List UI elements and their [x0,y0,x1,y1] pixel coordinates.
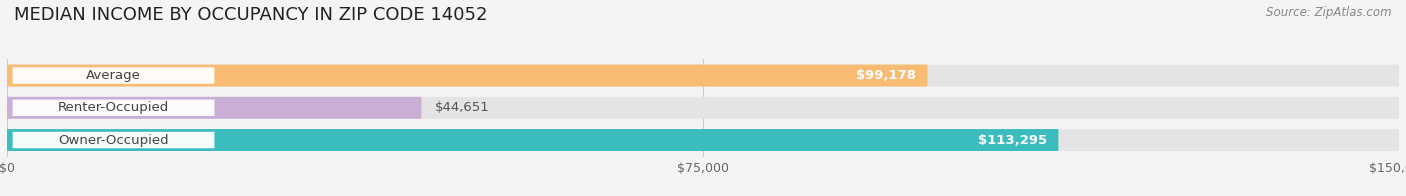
FancyBboxPatch shape [7,97,422,119]
FancyBboxPatch shape [7,65,928,86]
FancyBboxPatch shape [13,100,215,116]
FancyBboxPatch shape [7,129,1059,151]
FancyBboxPatch shape [7,129,1399,151]
Text: $113,295: $113,295 [979,133,1047,147]
Text: MEDIAN INCOME BY OCCUPANCY IN ZIP CODE 14052: MEDIAN INCOME BY OCCUPANCY IN ZIP CODE 1… [14,6,488,24]
Text: Owner-Occupied: Owner-Occupied [58,133,169,147]
Text: Renter-Occupied: Renter-Occupied [58,101,169,114]
FancyBboxPatch shape [7,97,1399,119]
Text: Source: ZipAtlas.com: Source: ZipAtlas.com [1267,6,1392,19]
Text: $44,651: $44,651 [436,101,491,114]
Text: Average: Average [86,69,141,82]
FancyBboxPatch shape [7,65,1399,86]
FancyBboxPatch shape [13,132,215,148]
FancyBboxPatch shape [13,67,215,84]
Text: $99,178: $99,178 [856,69,917,82]
